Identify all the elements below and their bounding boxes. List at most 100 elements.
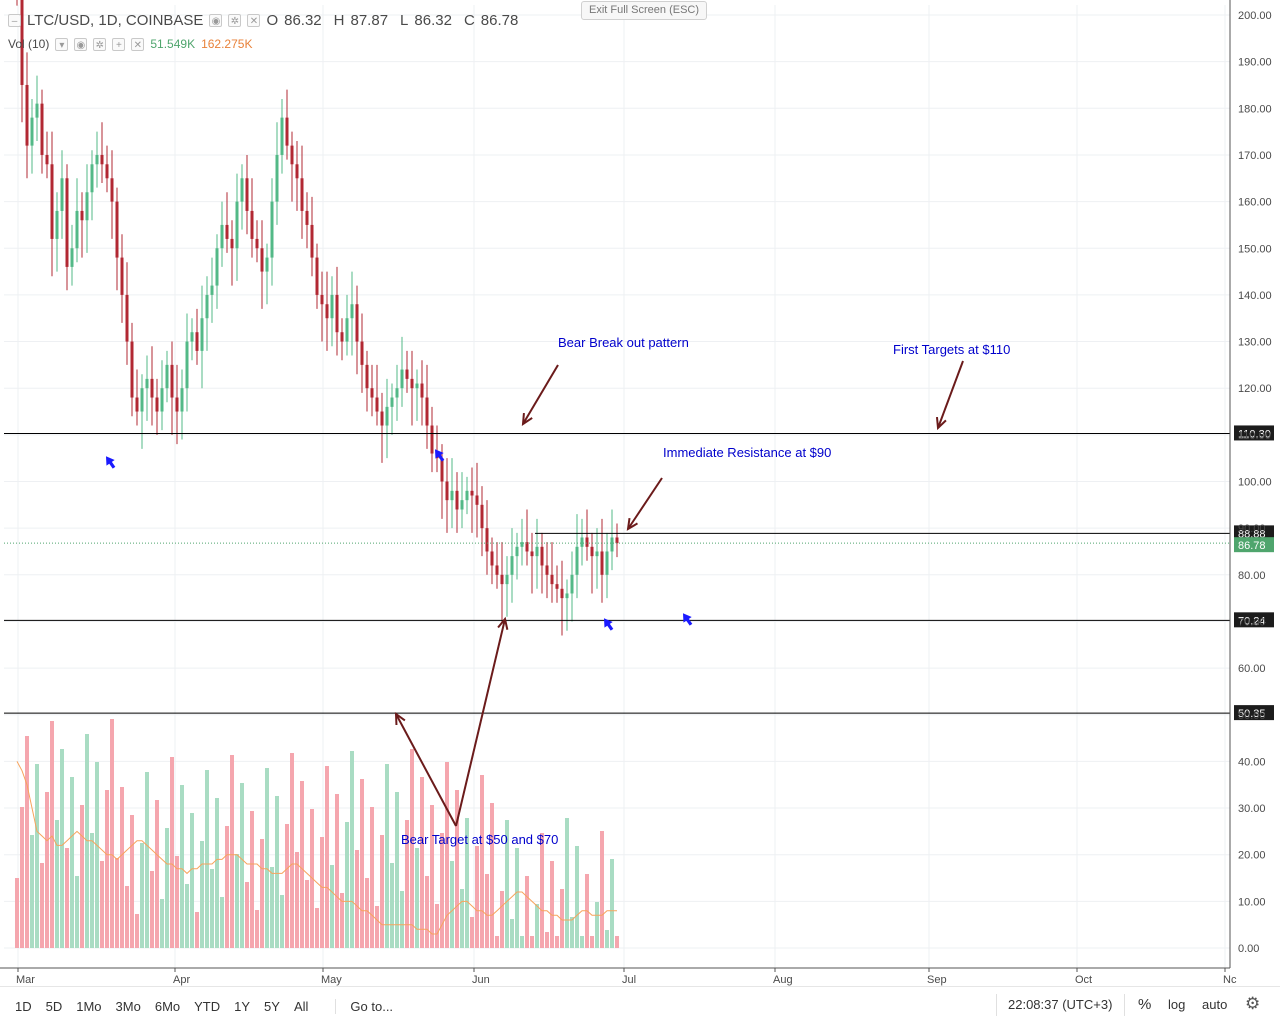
close-icon[interactable]: ✕	[131, 37, 145, 51]
annotation-arrow	[522, 364, 559, 425]
volume-bar	[500, 891, 504, 948]
price-tick-label: 130.00	[1238, 337, 1272, 349]
range-button-1d[interactable]: 1D	[15, 998, 32, 1014]
volume-bar	[320, 837, 324, 948]
candle	[170, 364, 174, 398]
volume-bar	[105, 790, 109, 948]
volume-bar	[590, 936, 594, 948]
range-button-1mo[interactable]: 1Mo	[76, 998, 102, 1014]
volume-bar	[245, 882, 249, 948]
range-button-ytd[interactable]: YTD	[194, 998, 221, 1014]
marker-arrow-shape	[603, 618, 614, 631]
candle	[530, 551, 534, 557]
candle	[520, 542, 524, 547]
collapse-legend-icon[interactable]: –	[8, 14, 21, 27]
volume-bar	[80, 805, 84, 948]
volume-bar	[35, 764, 39, 948]
volume-bar	[240, 783, 244, 948]
current-price-badge	[1234, 537, 1274, 553]
volume-ma-line	[16, 761, 617, 935]
settings-icon[interactable]: ✲	[93, 37, 107, 51]
close-icon[interactable]: ✕	[247, 14, 261, 27]
eye-icon[interactable]: ◉	[209, 14, 223, 27]
candle	[525, 542, 529, 552]
volume-bar	[450, 861, 454, 948]
volume-bar	[140, 843, 144, 948]
volume-bar	[230, 755, 234, 948]
annotation-label: Immediate Resistance at $90	[663, 445, 831, 460]
range-button-all[interactable]: All	[293, 998, 309, 1014]
volume-bar	[435, 904, 439, 948]
candle	[570, 574, 574, 594]
range-button-5y[interactable]: 5Y	[264, 998, 280, 1014]
volume-title[interactable]: Vol (10)	[8, 37, 50, 51]
volume-bar	[490, 803, 494, 948]
eye-icon[interactable]: ◉	[74, 37, 88, 51]
plus-icon[interactable]: +	[112, 37, 126, 51]
candle	[205, 294, 209, 319]
time-tick-label: Jul	[622, 974, 636, 986]
marker-arrow-icon	[603, 618, 614, 631]
candle	[155, 397, 159, 412]
volume-bar	[110, 719, 114, 948]
candle	[300, 178, 304, 211]
price-tick-label: 10.00	[1238, 896, 1266, 908]
marker-arrow-shape	[434, 449, 445, 462]
log-scale-button[interactable]: log	[1168, 997, 1186, 1012]
candle	[285, 117, 289, 146]
horizontal-gridlines	[4, 14, 1230, 949]
volume-ma-value: 162.275K	[201, 37, 253, 51]
symbol-title[interactable]: LTC/USD, 1D, COINBASE	[27, 12, 204, 29]
candle	[380, 411, 384, 426]
percent-scale-button[interactable]: %	[1138, 996, 1152, 1013]
candle	[190, 332, 194, 342]
candle	[375, 397, 379, 412]
settings-icon[interactable]: ✲	[228, 14, 242, 27]
candle	[110, 178, 114, 202]
volume-bar	[460, 889, 464, 948]
range-button-3mo[interactable]: 3Mo	[115, 998, 141, 1014]
annotation-arrow-head	[935, 416, 947, 431]
price-tick-label: 90.00	[1238, 523, 1266, 535]
candle	[235, 201, 239, 249]
candle	[500, 574, 504, 585]
volume-bar	[365, 878, 369, 948]
volume-bar	[570, 917, 574, 948]
candle	[260, 248, 264, 272]
auto-scale-button[interactable]: auto	[1202, 997, 1228, 1012]
exit-fullscreen-button[interactable]: Exit Full Screen (ESC)	[581, 1, 707, 20]
volume-bar	[210, 869, 214, 948]
price-level-label: 110.30	[1238, 428, 1271, 440]
range-button-5d[interactable]: 5D	[45, 998, 63, 1014]
volume-bar	[400, 891, 404, 948]
volume-bar	[510, 919, 514, 948]
price-tick-label: 180.00	[1238, 103, 1272, 115]
candle	[160, 388, 164, 412]
candle	[550, 574, 554, 585]
candle	[370, 388, 374, 398]
candle	[60, 178, 64, 211]
candle	[265, 257, 269, 272]
range-button-1y[interactable]: 1Y	[234, 998, 251, 1014]
range-button-6mo[interactable]: 6Mo	[154, 998, 181, 1014]
price-level-badge	[1234, 705, 1274, 721]
candle	[455, 490, 459, 510]
candle	[165, 364, 169, 389]
volume-bar	[145, 772, 149, 948]
gear-icon[interactable]: ⚙	[1245, 994, 1261, 1013]
candle	[70, 248, 74, 267]
price-tick-label: 60.00	[1238, 663, 1266, 675]
volume-bar	[595, 902, 599, 948]
goto-button[interactable]: Go to...	[335, 998, 393, 1014]
candle	[225, 224, 229, 239]
price-tick-label: 50.00	[1238, 710, 1266, 722]
candle	[580, 537, 584, 547]
chevron-down-icon[interactable]: ▾	[55, 37, 69, 51]
candle	[490, 551, 494, 566]
volume-bar	[45, 792, 49, 948]
volume-bar	[525, 876, 529, 948]
volume-bar	[455, 790, 459, 948]
volume-bar	[25, 736, 29, 948]
volume-bar	[515, 848, 519, 948]
